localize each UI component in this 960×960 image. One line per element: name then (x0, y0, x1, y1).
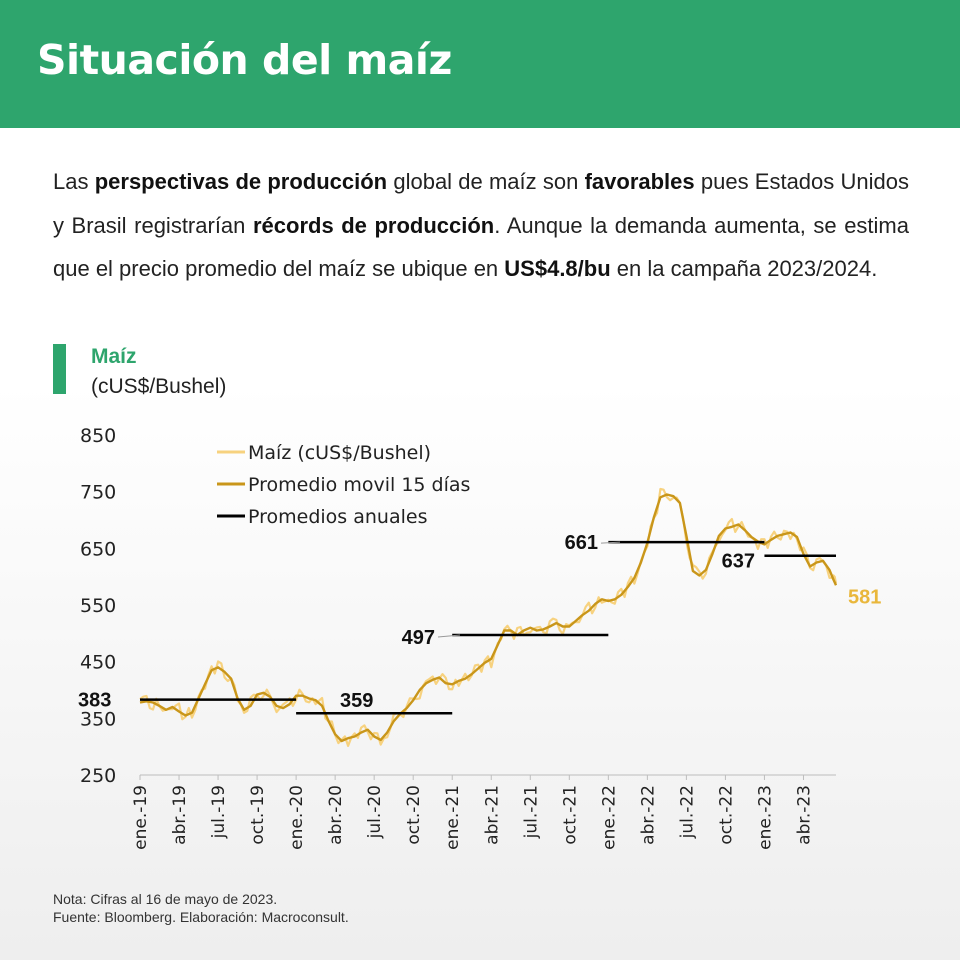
legend-label: Promedios anuales (248, 506, 427, 528)
intro-text-3: pues Estados Unidos y Brasil registraría… (53, 169, 909, 238)
legend-label: Maíz (cUS$/Bushel) (248, 442, 431, 464)
x-tick-label: ene.-20 (287, 785, 307, 850)
x-tick-label: jul.-22 (677, 785, 697, 839)
intro-text-2: global de maíz son (387, 169, 585, 194)
x-tick-label: jul.-19 (209, 785, 229, 839)
legend-label: Promedio movil 15 días (248, 474, 470, 496)
annotation-label: 581 (848, 586, 881, 608)
annotation-leader (600, 541, 621, 544)
x-tick-label: oct.-20 (404, 785, 424, 845)
y-tick-label: 750 (80, 482, 116, 504)
y-tick-label: 850 (80, 425, 116, 447)
annotation-label: 497 (402, 627, 435, 649)
y-tick-label: 650 (80, 538, 116, 560)
y-tick-label: 550 (80, 595, 116, 617)
moving-average-line (139, 493, 838, 743)
intro-bold-2: favorables (584, 169, 695, 194)
annotation-label: 637 (722, 551, 755, 573)
y-tick-label: 250 (80, 765, 116, 787)
annotation-label: 383 (78, 690, 111, 712)
x-tick-label: oct.-22 (716, 785, 736, 845)
x-tick-label: ene.-21 (443, 785, 463, 850)
y-tick-label: 450 (80, 652, 116, 674)
x-tick-label: abr.-20 (326, 785, 346, 845)
intro-bold-4: US$4.8/bu (504, 256, 611, 281)
annotation-label: 661 (565, 532, 598, 554)
page-title: Situación del maíz (37, 36, 452, 84)
intro-text-4: . Aunque la demanda aumenta, se estima q… (53, 212, 909, 282)
chart-subtitle: (cUS$/Bushel) (91, 375, 227, 398)
x-tick-label: oct.-21 (560, 785, 580, 845)
footnote-line-1: Nota: Cifras al 16 de mayo de 2023. (53, 891, 278, 907)
chart-title: Maíz (91, 345, 137, 368)
x-tick-label: abr.-22 (638, 785, 658, 845)
x-tick-label: ene.-19 (131, 785, 151, 850)
x-tick-label: ene.-23 (755, 785, 775, 850)
intro-bold-3: récords de producción (252, 212, 495, 238)
y-tick-label: 350 (80, 708, 116, 730)
x-tick-label: jul.-21 (521, 785, 541, 839)
intro-text-1: Las (53, 169, 95, 194)
intro-paragraph: Las perspectivas de producción global de… (53, 160, 909, 291)
annotation-label: 359 (340, 690, 373, 712)
chart-title-accent-bar (53, 344, 66, 394)
x-tick-label: abr.-23 (794, 785, 814, 845)
footnote-line-2: Fuente: Bloomberg. Elaboración: Macrocon… (53, 909, 349, 925)
x-tick-label: abr.-19 (170, 785, 190, 845)
x-tick-label: ene.-22 (599, 785, 619, 850)
header-banner: Situación del maíz (0, 0, 960, 128)
intro-bold-1: perspectivas de producción (94, 169, 388, 194)
x-tick-label: jul.-20 (365, 785, 385, 839)
intro-text-5: en la campaña 2023/2024. (610, 256, 878, 281)
x-tick-label: oct.-19 (248, 785, 268, 845)
footnote: Nota: Cifras al 16 de mayo de 2023. Fuen… (53, 890, 349, 926)
annotation-leader (437, 634, 461, 638)
x-tick-label: abr.-21 (482, 785, 502, 845)
